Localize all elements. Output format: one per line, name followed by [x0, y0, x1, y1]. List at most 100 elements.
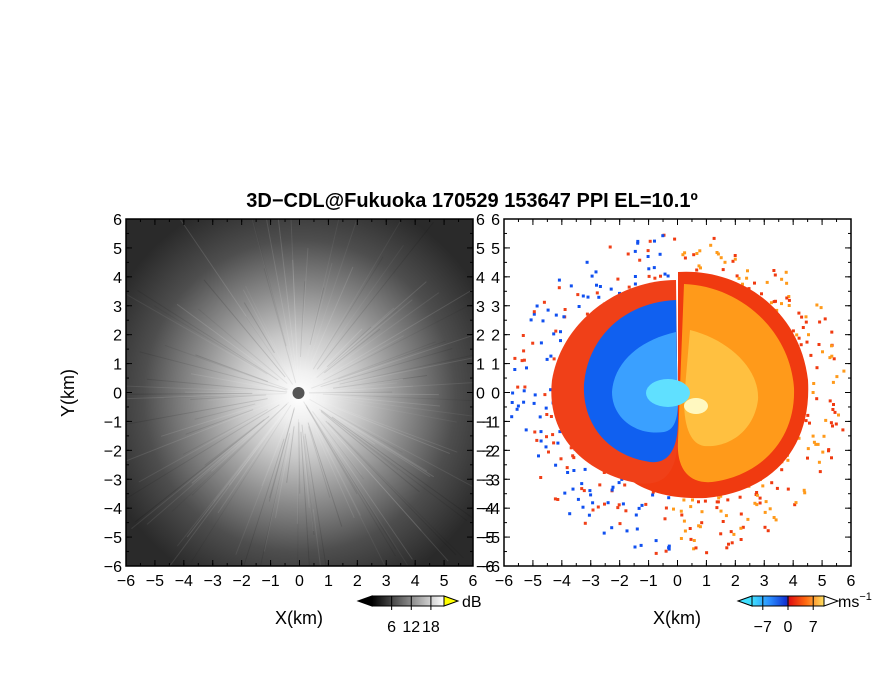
velocity-speckle-cell: [636, 239, 640, 243]
velocity-speckle-cell: [638, 258, 642, 262]
velocity-speckle-cell: [633, 275, 637, 278]
velocity-speckle-cell: [760, 292, 763, 296]
velocity-speckle-cell: [765, 280, 769, 284]
y-tick-label: −6: [482, 559, 500, 576]
velocity-speckle-cell: [658, 252, 662, 256]
y-tick-label: −5: [482, 530, 500, 547]
velocity-speckle-cell: [806, 413, 810, 417]
approaching-core: [612, 332, 678, 433]
velocity-speckle-cell: [753, 281, 756, 285]
y-tick-label-right: −1: [476, 414, 494, 431]
velocity-speckle-cell: [539, 430, 543, 434]
velocity-speckle-cell: [633, 282, 637, 286]
velocity-speckle-cell: [602, 471, 606, 474]
velocity-speckle-cell: [739, 512, 743, 516]
y-tick-label: 4: [491, 270, 500, 287]
velocity-speckle-cell: [663, 272, 667, 276]
velocity-speckle-cell: [542, 300, 546, 304]
power-streak: [307, 262, 333, 357]
power-colorbar: 6 12 18 dB: [356, 594, 482, 636]
velocity-speckle-cell: [812, 440, 816, 444]
velocity-speckle-cell: [818, 320, 822, 324]
velocity-speckle-cell: [608, 245, 612, 249]
power-streak: [327, 397, 457, 423]
power-streak: [277, 219, 297, 373]
power-streak: [331, 416, 473, 519]
y-tick-label-right: −4: [476, 501, 494, 518]
velocity-speckle-cell: [621, 502, 625, 506]
velocity-speckle-cell: [695, 252, 699, 255]
power-streak: [321, 245, 404, 361]
velocity-colorbar: −7 0 7 ms−1: [736, 591, 872, 636]
power-streak: [308, 426, 331, 498]
power-streak: [263, 268, 297, 383]
velocity-speckle-cell: [538, 415, 542, 419]
velocity-speckle-cell: [539, 476, 543, 479]
velocity-colorbar-ticks: −7 0 7: [754, 596, 818, 636]
velocity-speckle-cell: [831, 408, 835, 411]
velocity-speckle-cell: [774, 518, 778, 522]
velocity-speckle-cell: [589, 493, 593, 497]
velocity-speckle-cell: [640, 503, 644, 507]
y-tick-label: 0: [491, 386, 500, 403]
velocity-speckle-cell: [775, 308, 779, 312]
velocity-speckle-cell: [616, 506, 620, 510]
velocity-speckle-cell: [738, 495, 742, 499]
power-streak: [334, 385, 413, 392]
velocity-speckle-cell: [739, 526, 743, 530]
velocity-speckle-cell: [681, 253, 685, 257]
velocity-speckle-cell: [554, 313, 558, 317]
velocity-speckle-cell: [753, 501, 757, 505]
x-tick-label: −1: [639, 573, 657, 590]
power-streak: [208, 394, 271, 401]
velocity-speckle-cell: [549, 388, 553, 392]
y-tick-label-right: 6: [476, 212, 485, 229]
power-streak: [261, 425, 287, 487]
velocity-speckle-cell: [795, 333, 799, 337]
power-streak: [308, 378, 403, 393]
velocity-speckle-cell: [583, 521, 587, 525]
velocity-speckle-cell: [598, 285, 602, 288]
velocity-speckle-cell: [652, 266, 656, 270]
power-streak: [325, 420, 457, 556]
power-streak: [299, 248, 309, 375]
velocity-speckle-cell: [610, 526, 614, 530]
velocity-speckle-cell: [596, 505, 600, 509]
power-streak: [194, 403, 256, 420]
velocity-speckle-cell: [595, 283, 598, 287]
velocity-speckle-cell: [689, 505, 693, 509]
velocity-speckle-cell: [532, 401, 536, 405]
velocity-speckle-cell: [581, 294, 585, 298]
velocity-speckle-cell: [817, 343, 821, 346]
velocity-speckle-cell: [591, 508, 595, 512]
velocity-speckle-cell: [732, 532, 736, 536]
velocity-speckle-cell: [805, 340, 809, 344]
y-tick-label-right: 0: [476, 386, 485, 403]
power-streak: [204, 419, 265, 466]
y-tick-label: 5: [491, 241, 500, 258]
power-streak: [319, 334, 473, 387]
power-streak: [164, 344, 289, 390]
velocity-speckle-cell: [692, 547, 696, 551]
velocity-speckle-cell: [830, 344, 833, 348]
velocity-speckle-cell: [683, 529, 687, 533]
power-streak: [310, 266, 354, 364]
y-tick-label: 3: [491, 299, 500, 316]
power-streak: [317, 404, 435, 478]
velocity-speckle-cell: [804, 419, 808, 423]
y-tick-label-right: −6: [476, 559, 494, 576]
velocity-speckle-cell: [597, 295, 601, 299]
velocity-speckle-cell: [581, 505, 585, 509]
power-streak: [163, 392, 287, 399]
power-streak: [315, 432, 355, 519]
velocity-speckle-cell: [529, 318, 533, 322]
y-tick-label: 0: [113, 386, 122, 403]
power-streak: [213, 407, 288, 502]
x-tick-label: 6: [469, 573, 478, 590]
velocity-speckle-cell: [712, 236, 716, 240]
power-streak: [190, 394, 267, 401]
velocity-speckle-cell: [816, 442, 820, 446]
velocity-speckle-cell: [618, 522, 622, 526]
velocity-speckle-cell: [807, 333, 810, 337]
